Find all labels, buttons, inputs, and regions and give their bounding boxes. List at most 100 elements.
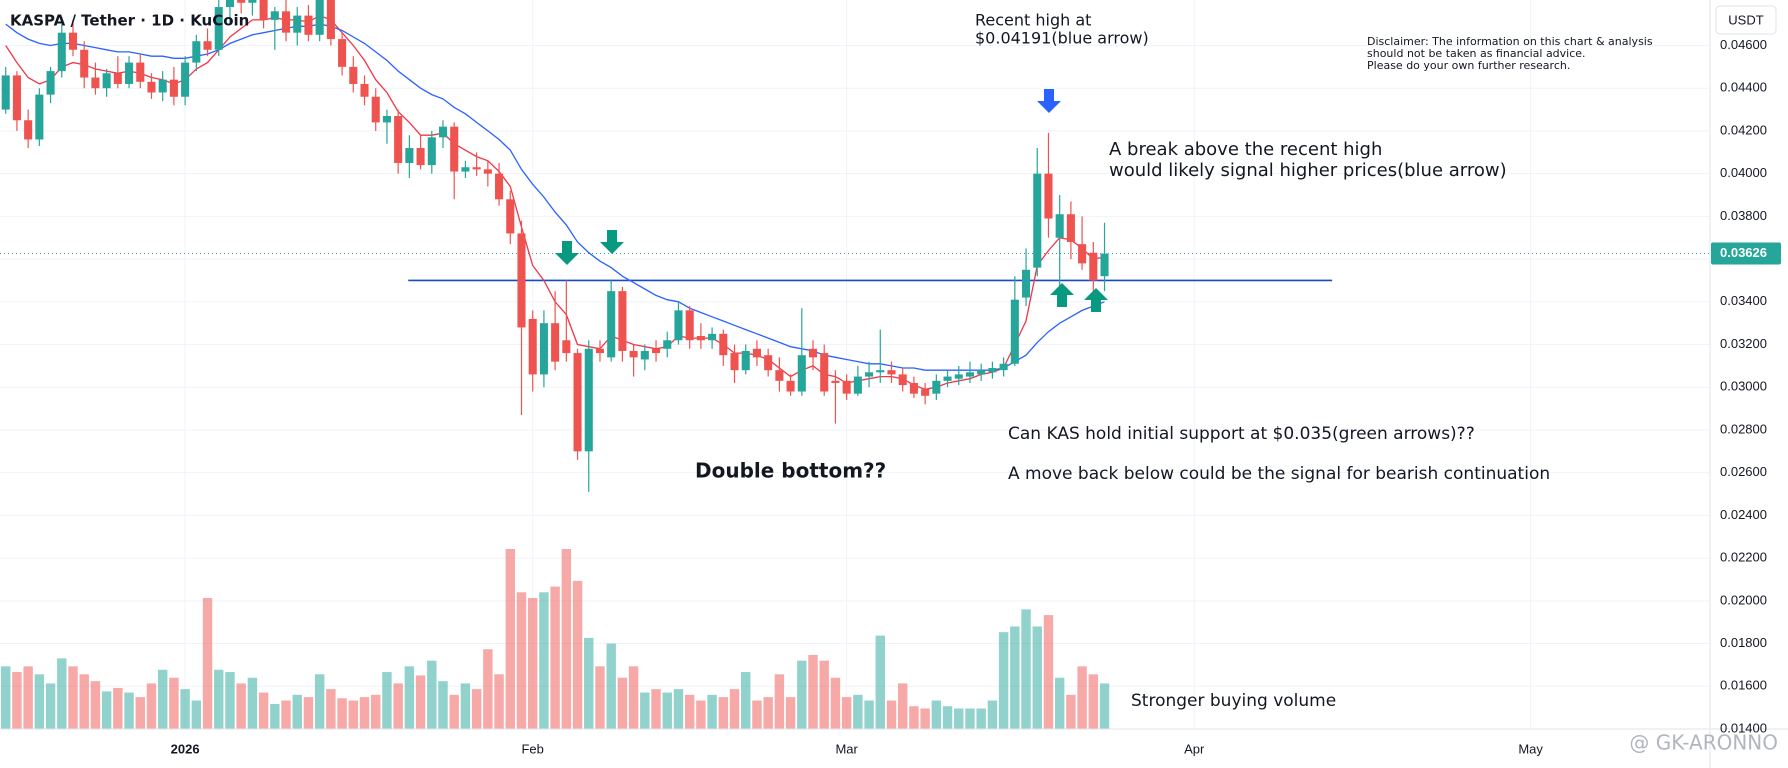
candle-body — [102, 73, 111, 89]
volume-bar — [853, 694, 863, 729]
volume-bar — [258, 692, 269, 729]
candle-body — [696, 335, 705, 341]
candle-body — [237, 0, 246, 3]
annotation: Double bottom?? — [695, 459, 886, 483]
candle-body — [125, 62, 134, 84]
candle-body — [315, 0, 324, 35]
volume-bar — [550, 586, 560, 729]
candle-body — [394, 115, 403, 163]
annotation: A break above the recent high — [1109, 139, 1382, 160]
green-up-arrow — [1084, 288, 1108, 312]
volume-bar — [427, 660, 437, 729]
candle-body — [943, 376, 952, 381]
volume-bar — [875, 635, 885, 729]
volume-bar — [830, 677, 841, 729]
annotation: A move back below could be the signal fo… — [1008, 464, 1550, 484]
disclaimer: should not be taken as financial advice. — [1367, 47, 1586, 60]
volume-bar — [281, 700, 291, 729]
annotations: KASPA / Tether · 1D · KuCoin Recent high… — [10, 11, 1653, 712]
volume-bar — [303, 697, 314, 729]
x-tick-label: 2026 — [171, 741, 200, 756]
candle-body — [304, 15, 313, 35]
candle-body — [270, 11, 279, 20]
volume-bar — [68, 666, 78, 729]
volume-bar — [90, 681, 101, 729]
volume-bar — [572, 580, 583, 729]
volume-bar — [57, 658, 67, 729]
candle-body — [808, 348, 818, 358]
candle-body — [24, 120, 33, 140]
candle-body — [977, 370, 986, 375]
volume-bar — [819, 660, 829, 729]
candle-body — [12, 75, 21, 121]
last-price-label: 0.03626 — [1720, 245, 1767, 260]
y-tick-label: 0.02400 — [1720, 507, 1767, 522]
volume-bar — [1032, 626, 1042, 729]
candle-body — [495, 173, 504, 200]
candle-body — [35, 94, 44, 140]
volume-bar — [954, 708, 964, 729]
volume-bar — [214, 669, 224, 729]
volume-bar — [741, 672, 751, 729]
candle-body — [786, 380, 795, 392]
candle-body — [876, 370, 885, 373]
y-tick-label: 0.02600 — [1720, 464, 1767, 479]
volume-bar — [225, 672, 235, 729]
volume-bar — [1054, 677, 1065, 729]
currency-label: USDT — [1728, 12, 1763, 27]
candle-body — [898, 374, 907, 386]
volume-bar — [606, 643, 616, 729]
volume-bar — [920, 708, 930, 729]
candle-body — [831, 380, 840, 383]
candle-body — [539, 323, 548, 375]
volume-bar — [101, 691, 112, 729]
volume-bar — [965, 708, 975, 729]
volume-bar — [595, 666, 605, 729]
candle-body — [741, 350, 750, 371]
volume-bar — [640, 692, 650, 729]
volume-bar — [438, 681, 448, 729]
candle-body — [259, 0, 268, 20]
candle-body — [865, 372, 874, 377]
volume-bar — [797, 660, 807, 729]
candle-body — [181, 62, 190, 97]
volume-bar — [628, 666, 639, 729]
y-tick-label: 0.04400 — [1720, 80, 1767, 95]
volume-bar — [449, 694, 459, 729]
volume-bar — [191, 700, 202, 729]
volume-bar — [348, 700, 359, 729]
volume-bar — [684, 694, 695, 729]
volume-bar — [718, 697, 729, 729]
candle-body — [988, 368, 997, 373]
candle-body — [674, 310, 683, 341]
volume-bar — [270, 703, 280, 729]
volume-bar — [752, 700, 762, 729]
volume-bar — [135, 697, 145, 729]
candle-body — [887, 370, 896, 375]
candle-body — [203, 41, 212, 50]
currency-button[interactable] — [1715, 5, 1777, 35]
volume-bar — [34, 674, 45, 729]
candle-body — [1010, 299, 1019, 364]
annotation: Recent high at — [975, 11, 1091, 30]
volume-bar — [617, 677, 628, 729]
y-tick-label: 0.02000 — [1720, 592, 1767, 607]
candle-body — [1100, 253, 1109, 277]
candle-body — [764, 355, 773, 371]
volume-bar — [236, 683, 246, 729]
annotation: would likely signal higher prices(blue a… — [1109, 160, 1507, 181]
candle-body — [416, 148, 425, 166]
candle-body — [147, 81, 156, 93]
volume-bar — [909, 706, 919, 729]
moving-average — [5, 23, 1105, 371]
volume-bar — [808, 654, 818, 729]
green-down-arrow — [600, 230, 624, 254]
candle-body — [1089, 252, 1098, 281]
volume-bar — [696, 700, 706, 729]
volume-bar — [1043, 615, 1054, 729]
watermark: @ GK-ARONNO — [1629, 731, 1778, 755]
